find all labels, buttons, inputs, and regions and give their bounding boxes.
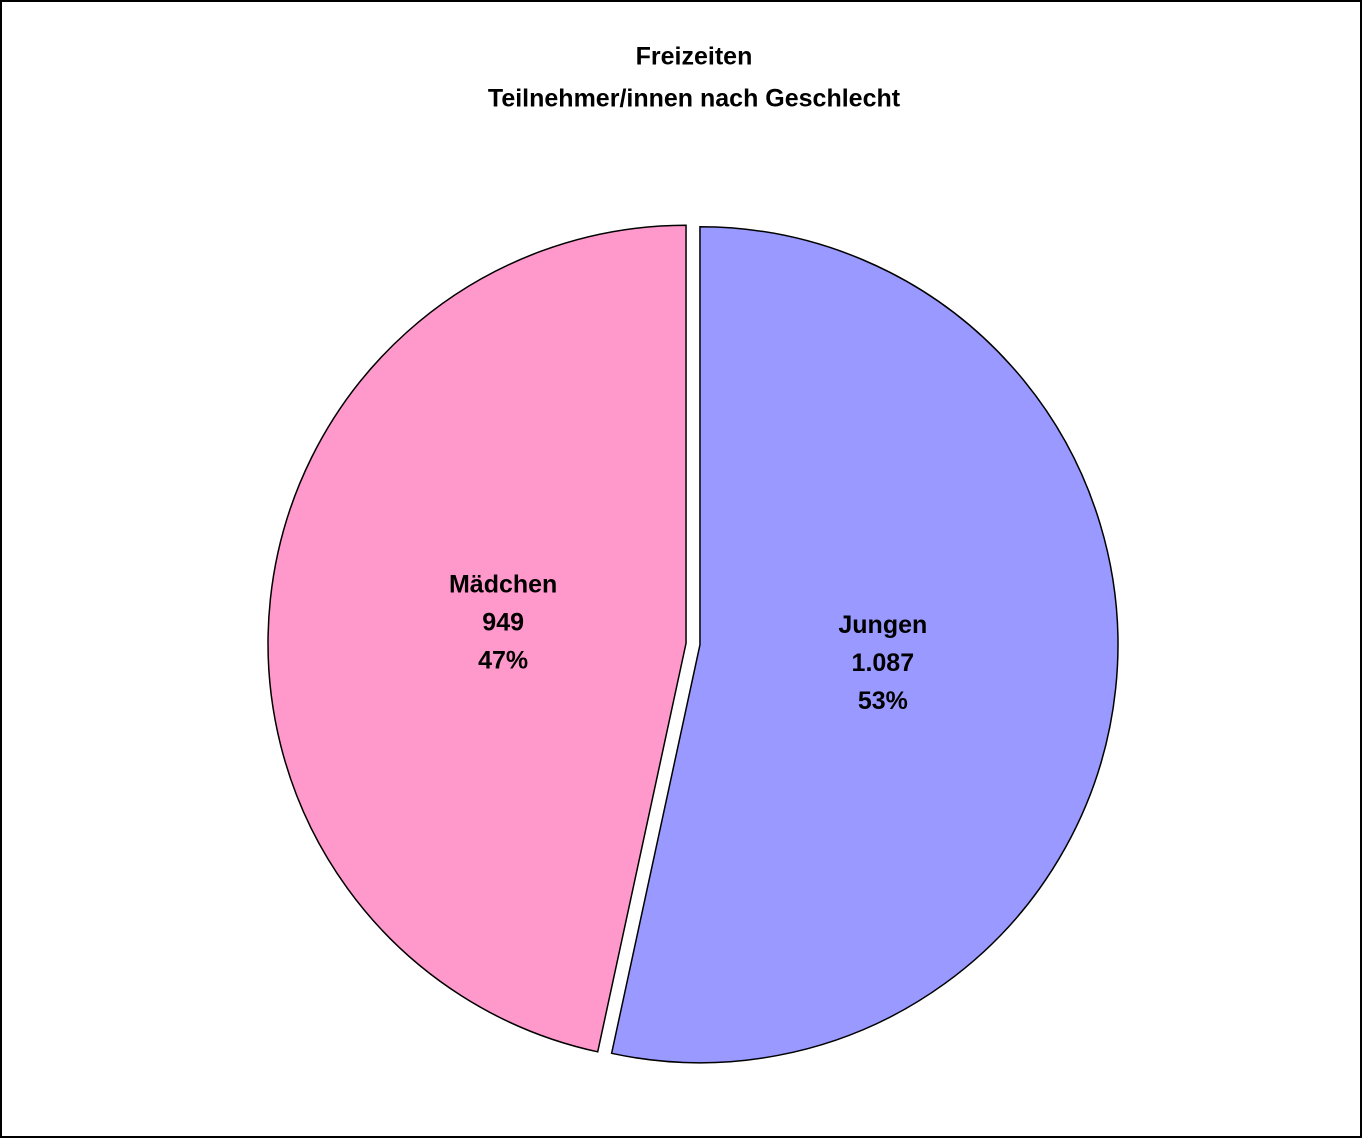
slice-category-label: Mädchen [449,570,557,598]
pie-slice [267,224,687,1053]
pie-slice [610,225,1119,1064]
slice-percent-label: 53% [858,687,908,715]
chart-subtitle: Teilnehmer/innen nach Geschlecht [488,85,901,113]
slice-percent-label: 47% [478,646,528,674]
slice-value-label: 1.087 [852,649,915,677]
chart-title: Freizeiten [636,43,753,71]
slice-category-label: Jungen [838,611,927,639]
slice-value-label: 949 [482,608,524,636]
